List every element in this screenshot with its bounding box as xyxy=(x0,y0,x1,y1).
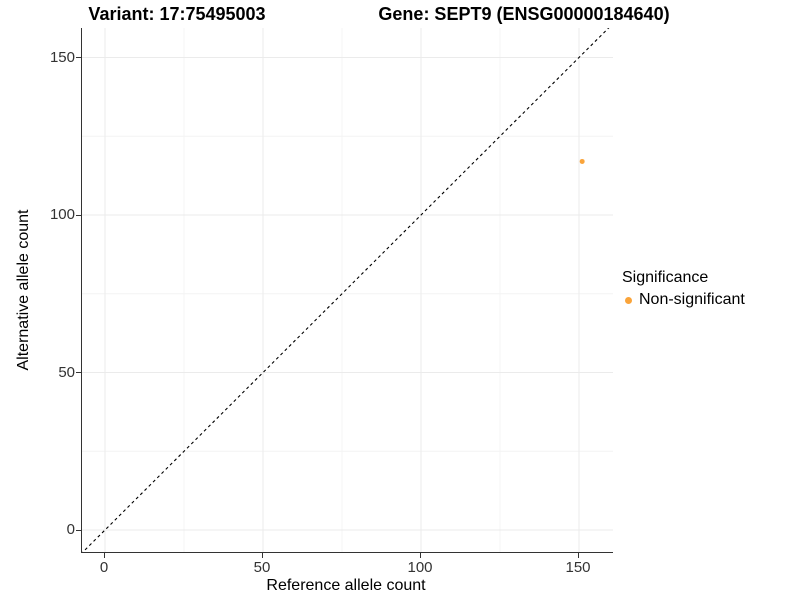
plot-title-gene: Gene: SEPT9 (ENSG00000184640) xyxy=(378,4,670,24)
plot-svg xyxy=(82,28,613,552)
x-tick-mark xyxy=(419,553,421,558)
legend-point-icon xyxy=(625,296,632,304)
x-tick-label: 0 xyxy=(99,559,109,576)
legend-title: Significance xyxy=(622,269,709,286)
x-tick-label: 100 xyxy=(407,559,433,576)
x-tick-mark xyxy=(261,553,263,558)
legend: Significance Non-significant xyxy=(622,269,745,309)
legend-entry-non-significant: Non-significant xyxy=(622,291,745,309)
x-tick-mark xyxy=(577,553,579,558)
y-tick-label: 100 xyxy=(49,206,75,223)
y-axis-title: Alternative allele count xyxy=(15,209,32,371)
x-axis-title: Reference allele count xyxy=(266,577,426,594)
data-point xyxy=(579,158,585,164)
y-tick-label: 50 xyxy=(58,363,75,381)
y-tick-mark xyxy=(76,214,81,216)
x-tick-mark xyxy=(103,553,105,558)
identity-line xyxy=(82,28,610,552)
x-tick-label: 150 xyxy=(565,559,591,576)
y-tick-mark xyxy=(76,57,81,58)
y-tick-label: 0 xyxy=(66,521,75,538)
legend-entry-label: Non-significant xyxy=(639,291,745,308)
legend-key xyxy=(622,296,639,304)
x-tick-label: 50 xyxy=(253,559,271,576)
y-tick-mark xyxy=(76,529,81,531)
y-tick-label: 150 xyxy=(49,48,75,66)
plot-panel xyxy=(81,28,613,553)
y-tick-mark xyxy=(76,372,81,373)
plot-title-variant: Variant: 17:75495003 xyxy=(88,4,266,24)
